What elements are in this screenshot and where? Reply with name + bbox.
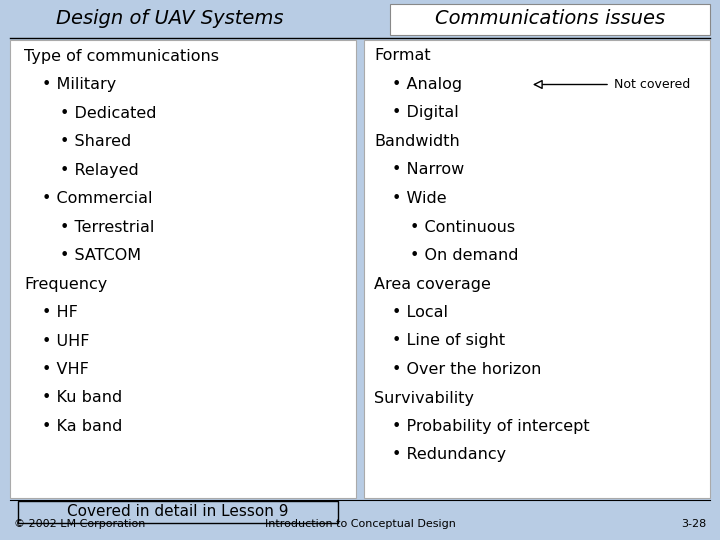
Text: • Digital: • Digital: [392, 105, 459, 120]
Text: • Wide: • Wide: [392, 191, 446, 206]
Text: Communications issues: Communications issues: [435, 10, 665, 29]
Text: • Analog: • Analog: [392, 77, 462, 92]
Text: • Shared: • Shared: [60, 134, 131, 149]
Text: • Over the horizon: • Over the horizon: [392, 362, 541, 377]
Text: • Relayed: • Relayed: [60, 163, 139, 178]
Text: Format: Format: [374, 49, 431, 64]
FancyBboxPatch shape: [18, 501, 338, 523]
Text: Introduction to Conceptual Design: Introduction to Conceptual Design: [264, 519, 456, 529]
Text: • VHF: • VHF: [42, 362, 89, 377]
Text: • Local: • Local: [392, 305, 448, 320]
Text: Type of communications: Type of communications: [24, 49, 219, 64]
Text: • UHF: • UHF: [42, 334, 89, 348]
FancyBboxPatch shape: [390, 4, 710, 35]
Text: • Narrow: • Narrow: [392, 163, 464, 178]
Text: • Redundancy: • Redundancy: [392, 448, 506, 462]
Text: • Dedicated: • Dedicated: [60, 105, 156, 120]
FancyBboxPatch shape: [10, 40, 356, 498]
Text: 3-28: 3-28: [680, 519, 706, 529]
Text: • Probability of intercept: • Probability of intercept: [392, 419, 590, 434]
Text: Not covered: Not covered: [614, 78, 690, 91]
Text: • Ka band: • Ka band: [42, 419, 122, 434]
Text: • Ku band: • Ku band: [42, 390, 122, 406]
Text: Area coverage: Area coverage: [374, 276, 491, 292]
Text: • On demand: • On demand: [410, 248, 518, 263]
FancyBboxPatch shape: [364, 40, 710, 498]
Text: • Military: • Military: [42, 77, 116, 92]
Text: Bandwidth: Bandwidth: [374, 134, 460, 149]
Text: • SATCOM: • SATCOM: [60, 248, 141, 263]
Text: • Terrestrial: • Terrestrial: [60, 219, 154, 234]
Text: Survivability: Survivability: [374, 390, 474, 406]
Text: Frequency: Frequency: [24, 276, 107, 292]
Text: Covered in detail in Lesson 9: Covered in detail in Lesson 9: [67, 504, 289, 519]
Text: © 2002 LM Corporation: © 2002 LM Corporation: [14, 519, 145, 529]
Text: • Line of sight: • Line of sight: [392, 334, 505, 348]
Text: • Commercial: • Commercial: [42, 191, 153, 206]
Text: Design of UAV Systems: Design of UAV Systems: [56, 10, 284, 29]
Text: • Continuous: • Continuous: [410, 219, 515, 234]
Text: • HF: • HF: [42, 305, 78, 320]
